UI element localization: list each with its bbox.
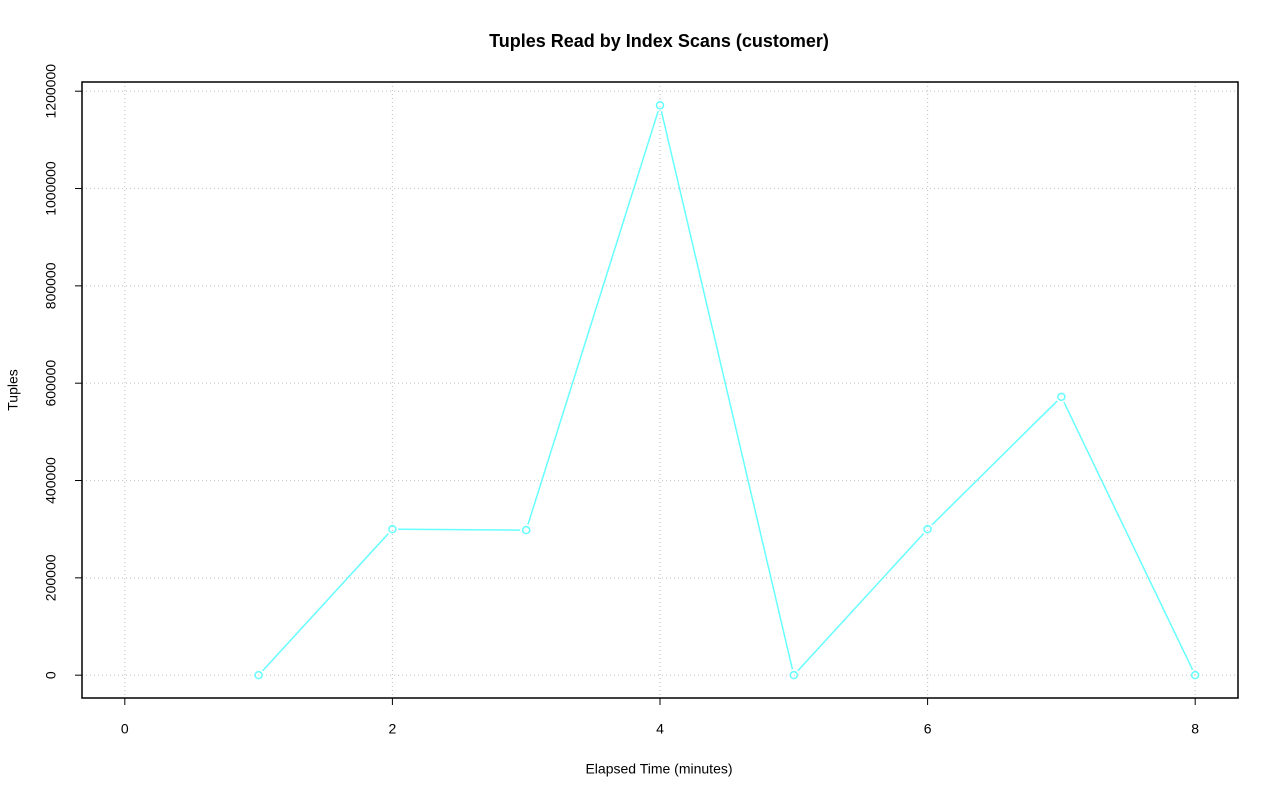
y-tick-label: 600000 bbox=[43, 360, 59, 407]
y-tick-label: 400000 bbox=[43, 457, 59, 504]
x-axis-label: Elapsed Time (minutes) bbox=[585, 761, 732, 777]
point bbox=[1190, 670, 1200, 680]
y-axis-label: Tuples bbox=[5, 369, 21, 411]
point bbox=[923, 524, 932, 534]
y-tick-label: 1200000 bbox=[43, 64, 59, 119]
point bbox=[1057, 392, 1066, 402]
x-tick-label: 8 bbox=[1191, 721, 1199, 737]
plot-frame bbox=[81, 81, 1239, 699]
line bbox=[262, 110, 1194, 672]
x-tick-label: 4 bbox=[656, 721, 664, 737]
point bbox=[655, 101, 665, 110]
y-tick-label: 200000 bbox=[43, 554, 59, 601]
x-tick-label: 6 bbox=[924, 721, 932, 737]
point bbox=[789, 670, 799, 680]
x-tick-label: 0 bbox=[121, 721, 129, 737]
point bbox=[388, 524, 397, 534]
y-tick-label: 0 bbox=[43, 671, 59, 679]
y-tick-label: 800000 bbox=[43, 262, 59, 309]
point bbox=[254, 670, 263, 680]
chart-title: Tuples Read by Index Scans (customer) bbox=[489, 31, 829, 51]
y-tick-label: 1000000 bbox=[43, 161, 59, 216]
point bbox=[521, 525, 531, 535]
x-tick-label: 2 bbox=[389, 721, 397, 737]
